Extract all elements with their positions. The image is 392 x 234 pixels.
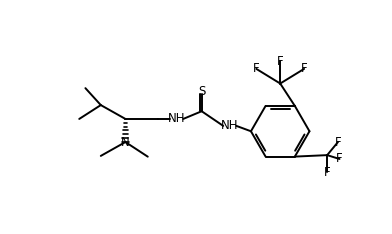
Text: NH: NH [221, 119, 238, 132]
Text: S: S [198, 85, 205, 99]
Text: F: F [324, 166, 330, 179]
Text: F: F [335, 135, 341, 149]
Text: NH: NH [167, 113, 185, 125]
Text: N: N [121, 135, 130, 149]
Text: F: F [301, 62, 307, 75]
Text: F: F [277, 55, 283, 68]
Text: F: F [253, 62, 260, 75]
Text: F: F [336, 153, 343, 165]
